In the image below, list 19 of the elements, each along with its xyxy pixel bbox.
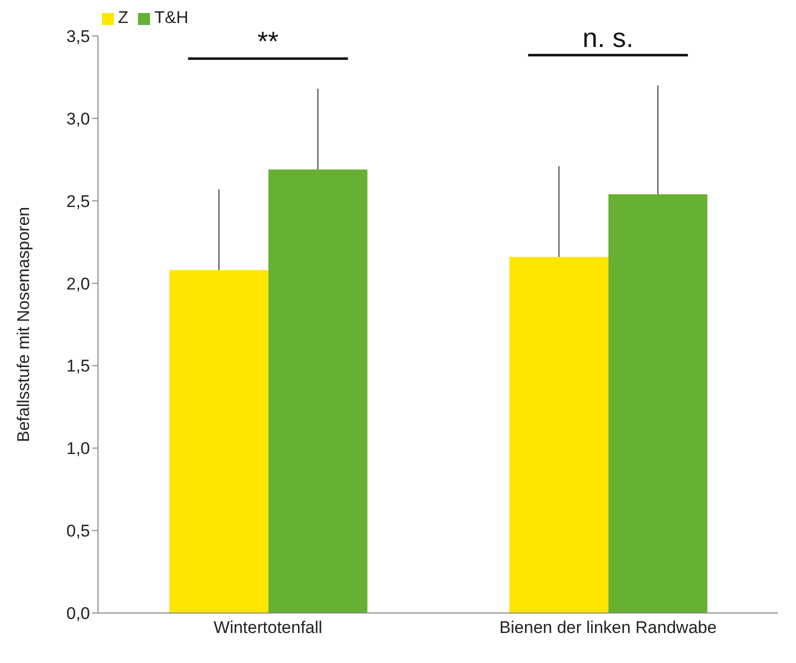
y-tick-label: 3,0 [66, 109, 90, 128]
y-tick-label: 1,0 [66, 439, 90, 458]
bar [268, 170, 368, 613]
bar [509, 256, 608, 613]
y-tick-label: 2,5 [66, 192, 90, 211]
bar [169, 270, 268, 613]
x-tick-label: Wintertotenfall [214, 618, 322, 638]
y-tick-label: 2,0 [66, 274, 90, 294]
bar [608, 194, 708, 613]
annotation: ** [257, 26, 279, 57]
y-tick-label: 1,5 [66, 356, 90, 376]
x-tick-label: Bienen der linken Randwabe [499, 618, 717, 638]
legend-label: Z [118, 8, 128, 27]
y-tick-label: 3,5 [66, 27, 90, 46]
y-tick-label: 0,0 [66, 604, 90, 624]
legend-label: T&H [154, 8, 188, 27]
y-axis-title: Befallsstufe mit Nosemasporen [14, 206, 34, 442]
y-tick-label: 0,5 [66, 522, 90, 541]
annotation: n. s. [582, 23, 634, 54]
